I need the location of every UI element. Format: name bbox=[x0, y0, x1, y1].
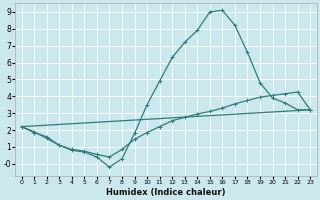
X-axis label: Humidex (Indice chaleur): Humidex (Indice chaleur) bbox=[106, 188, 226, 197]
